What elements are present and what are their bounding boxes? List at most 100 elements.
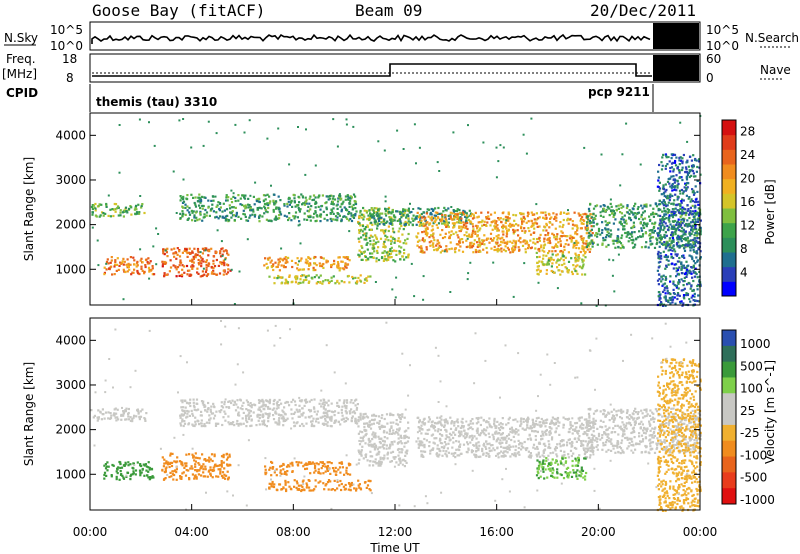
echo-cell [404, 454, 407, 457]
echo-cell [188, 247, 191, 250]
echo-cell [313, 212, 316, 215]
echo-cell [562, 218, 565, 222]
echo-cell [362, 218, 365, 221]
echo-cell [314, 196, 317, 199]
echo-cell [535, 222, 539, 225]
echo-cell [555, 254, 558, 257]
echo-cell [594, 214, 597, 217]
echo-cell [537, 217, 540, 220]
echo-cell [411, 217, 414, 220]
echo-cell [584, 212, 587, 215]
echo-cell [619, 211, 622, 214]
echo-cell [282, 417, 285, 420]
echo-cell [466, 227, 469, 231]
echo-cell [144, 264, 147, 267]
echo-cell [310, 424, 313, 428]
echo-cell [477, 221, 480, 224]
echo-cell [192, 255, 195, 258]
echo-cell [344, 483, 347, 487]
echo-cell [278, 413, 281, 416]
echo-cell [423, 230, 426, 233]
echo-cell [215, 258, 218, 262]
echo-cell [313, 488, 316, 491]
echo-cell [327, 488, 330, 491]
echo-cell [368, 464, 371, 467]
echo-cell [194, 253, 197, 256]
echo-cell [237, 215, 240, 218]
echo-cell [698, 160, 701, 163]
echo-cell [145, 469, 148, 472]
echo-cell [653, 223, 656, 226]
echo-cell [471, 217, 475, 220]
echo-cell [558, 237, 561, 240]
echo-cell [319, 472, 322, 475]
echo-cell [369, 427, 373, 430]
echo-cell [339, 267, 342, 270]
echo-cell [604, 227, 607, 230]
echo-cell [375, 213, 378, 216]
echo-cell [532, 237, 535, 241]
echo-cell [201, 195, 204, 198]
echo-cell [680, 240, 683, 243]
echo-cell [366, 484, 370, 487]
echo-cell [256, 415, 259, 418]
echo-cell [219, 472, 222, 475]
echo-cell [368, 440, 371, 444]
echo-cell [175, 275, 178, 278]
echo-cell [330, 264, 333, 267]
echo-cell [674, 159, 677, 163]
echo-cell [673, 199, 676, 202]
echo-cell [608, 235, 611, 238]
echo-cell [362, 435, 365, 438]
echo-cell [660, 193, 663, 196]
echo-cell [337, 267, 340, 270]
echo-cell [270, 184, 272, 187]
echo-cell [441, 229, 444, 232]
echo-cell [655, 212, 658, 216]
echo-cell [623, 221, 627, 224]
echo-cell [686, 186, 689, 189]
echo-cell [118, 478, 121, 481]
echo-cell [267, 420, 270, 423]
echo-cell [249, 424, 252, 428]
echo-cell [92, 416, 95, 419]
echo-cell [98, 203, 101, 206]
echo-cell [314, 469, 317, 472]
echo-cell [329, 480, 332, 483]
echo-cell [372, 239, 375, 242]
echo-cell [181, 210, 184, 213]
echo-cell [179, 195, 182, 198]
echo-cell [266, 202, 269, 205]
echo-cell [200, 410, 203, 413]
echo-cell [264, 468, 267, 471]
echo-cell [322, 401, 325, 404]
echo-cell [397, 463, 400, 466]
echo-cell [633, 212, 636, 215]
echo-cell [687, 241, 690, 245]
echo-cell [353, 487, 356, 490]
echo-cell [282, 259, 285, 262]
echo-cell [681, 198, 684, 201]
echo-cell [373, 448, 376, 451]
echo-cell [662, 250, 665, 253]
echo-cell [199, 467, 202, 470]
echo-cell [421, 251, 424, 254]
echo-cell [326, 260, 329, 263]
echo-cell [457, 221, 460, 224]
echo-cell [302, 465, 305, 468]
echo-cell [331, 197, 334, 200]
echo-cell [179, 414, 182, 417]
echo-cell [359, 209, 362, 213]
echo-cell [552, 271, 555, 274]
echo-cell [696, 237, 699, 240]
echo-cell [665, 188, 668, 192]
echo-cell [465, 219, 468, 222]
echo-cell [673, 226, 676, 229]
echo-cell [178, 250, 181, 253]
echo-cell [423, 251, 426, 254]
echo-cell [566, 268, 569, 272]
echo-cell [695, 234, 698, 237]
echo-cell [278, 483, 281, 486]
echo-cell [216, 204, 219, 207]
echo-cell [245, 419, 248, 422]
